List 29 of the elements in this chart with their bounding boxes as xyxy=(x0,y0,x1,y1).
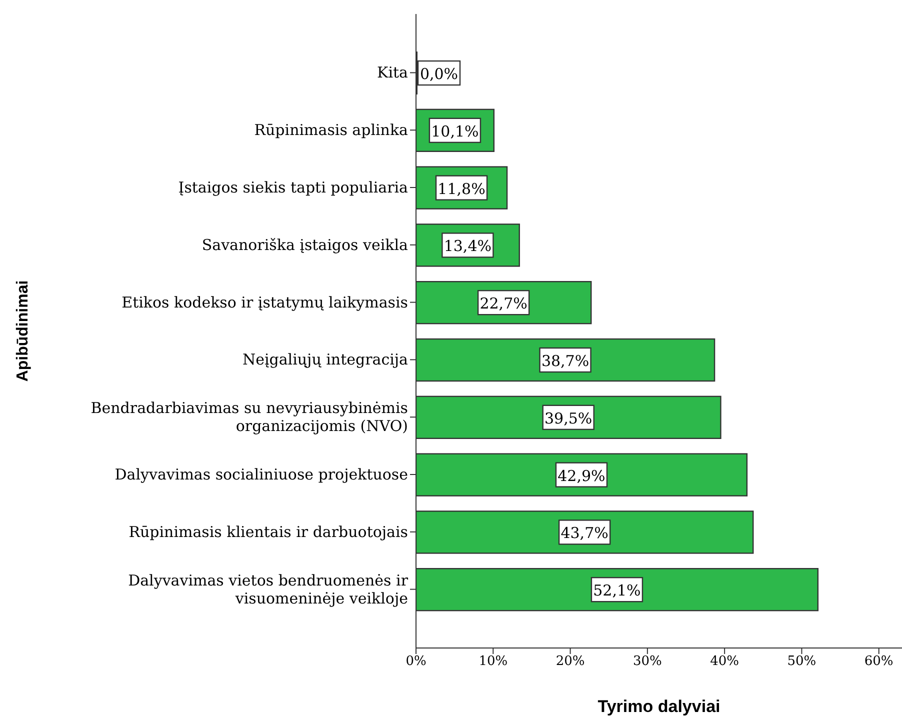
y-tick-label: Etikos kodekso ir įstatymų laikymasis xyxy=(122,293,408,312)
x-tick-label: 0% xyxy=(406,654,426,670)
x-tick-label: 50% xyxy=(787,654,816,670)
y-tick-label: Rūpinimasis aplinka xyxy=(254,121,408,140)
y-tick-label: Savanoriška įstaigos veikla xyxy=(202,236,408,254)
x-tick-label: 30% xyxy=(632,654,662,670)
y-tick-label: Kita xyxy=(377,64,408,82)
y-tick-label: Dalyvavimas vietos bendruomenės ir visuomeninėje veikloje xyxy=(128,571,409,608)
data-label: 10,1% xyxy=(431,122,479,140)
data-label: 42,9% xyxy=(558,466,606,485)
data-label: 22,7% xyxy=(480,294,528,313)
data-label: 0,0% xyxy=(420,65,458,83)
x-tick-label: 20% xyxy=(556,654,585,670)
data-label: 13,4% xyxy=(444,237,492,256)
y-tick-label: Bendradarbiavimas su nevyriausybinėmis organizacijomis (NVO) xyxy=(90,399,408,436)
y-tick-label: Neįgaliųjų integracija xyxy=(242,350,408,369)
x-tick-label: 10% xyxy=(478,654,508,670)
data-label: 38,7% xyxy=(541,352,590,370)
y-tick-label: Rūpinimasis klientais ir darbuotojais xyxy=(128,522,408,541)
data-label: 11,8% xyxy=(438,180,486,198)
y-tick-label: Dalyvavimas socialiniuose projektuose xyxy=(114,466,408,484)
data-label: 43,7% xyxy=(560,524,608,542)
x-axis-title: Tyrimo dalyviai xyxy=(598,697,720,716)
x-tick-label: 40% xyxy=(710,654,740,670)
y-tick-label: Įstaigos siekis tapti populiaria xyxy=(178,178,408,196)
x-tick-label: 60% xyxy=(864,654,894,670)
data-label: 52,1% xyxy=(593,582,641,600)
y-axis-title: Apibūdinimai xyxy=(14,280,32,382)
data-label: 39,5% xyxy=(544,409,592,428)
